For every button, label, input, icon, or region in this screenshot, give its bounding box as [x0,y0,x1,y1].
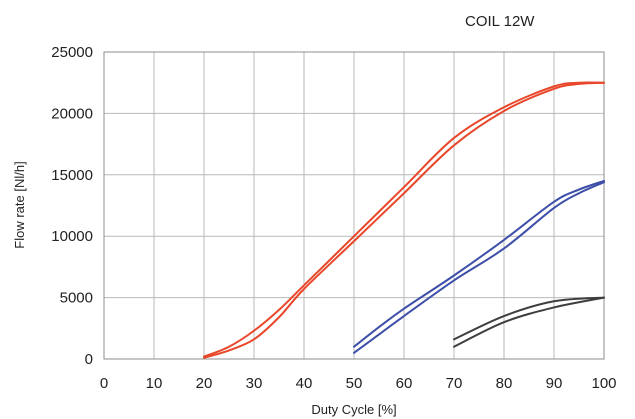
chart-title: COIL 12W [465,13,535,30]
x-tick-label: 10 [146,375,163,392]
x-tick-label: 60 [396,375,413,392]
x-tick-label: 30 [246,375,263,392]
x-tick-label: 50 [346,375,363,392]
series-line-3 [353,179,605,348]
y-tick-label: 15000 [51,167,93,184]
series-line-2 [203,81,605,359]
y-tick-label: 5000 [60,290,93,307]
y-tick-labels: 0 5000 10000 15000 20000 25000 [51,44,93,368]
y-tick-label: 25000 [51,44,93,61]
series-line-1 [203,81,605,358]
y-tick-label: 0 [85,351,93,368]
y-tick-label: 20000 [51,105,93,122]
x-axis-label: Duty Cycle [%] [311,402,396,417]
x-tick-label: 0 [100,375,108,392]
y-tick-label: 10000 [51,228,93,245]
series-line-4 [353,181,605,354]
x-tick-label: 40 [296,375,313,392]
x-tick-label: 80 [496,375,513,392]
x-tick-label: 70 [446,375,463,392]
x-tick-labels: 0 10 20 30 40 50 60 70 80 90 100 [100,375,617,392]
series-line-5 [453,296,605,341]
series-layer [203,81,605,359]
series-line-6 [453,296,605,348]
plot-frame [103,51,605,360]
x-tick-label: 90 [546,375,563,392]
x-tick-label: 100 [591,375,616,392]
y-axis-label: Flow rate [Nl/h] [12,161,27,248]
x-tick-label: 20 [196,375,213,392]
